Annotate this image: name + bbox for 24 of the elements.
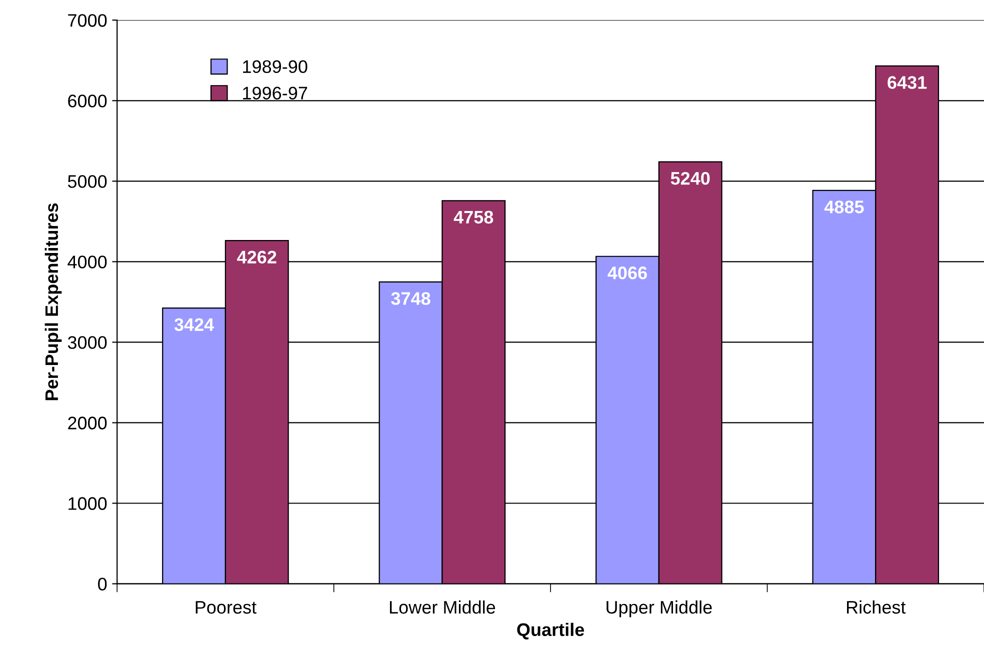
x-axis-title: Quartile: [517, 622, 584, 640]
y-tick-label: 0: [98, 578, 107, 590]
data-label: 4885: [824, 200, 864, 214]
legend-label: 1996-97: [243, 86, 308, 100]
data-label: 3748: [391, 292, 430, 305]
x-tick-label: Richest: [847, 600, 906, 614]
y-tick-label: 1000: [68, 497, 107, 510]
y-tick-label: 3000: [68, 336, 107, 349]
y-tick-label: 6000: [68, 94, 107, 108]
data-label: 5240: [670, 172, 710, 185]
y-tick-label: 2000: [68, 416, 107, 430]
data-label: 4066: [608, 266, 647, 280]
x-tick-label: Lower Middle: [390, 600, 496, 614]
x-tick-label: Upper Middle: [606, 600, 712, 618]
data-label: 6431: [888, 76, 927, 89]
data-label: 4262: [237, 250, 276, 264]
y-tick-label: 5000: [68, 175, 107, 188]
data-label: 3424: [174, 318, 214, 332]
y-axis-title: Per-Pupil Expenditures: [44, 203, 62, 400]
y-tick-label: 7000: [68, 14, 107, 27]
legend-label: 1989-90: [243, 60, 308, 74]
y-tick-label: 4000: [68, 256, 107, 268]
data-label: 4758: [454, 210, 494, 224]
x-tick-label: Poorest: [196, 601, 256, 614]
